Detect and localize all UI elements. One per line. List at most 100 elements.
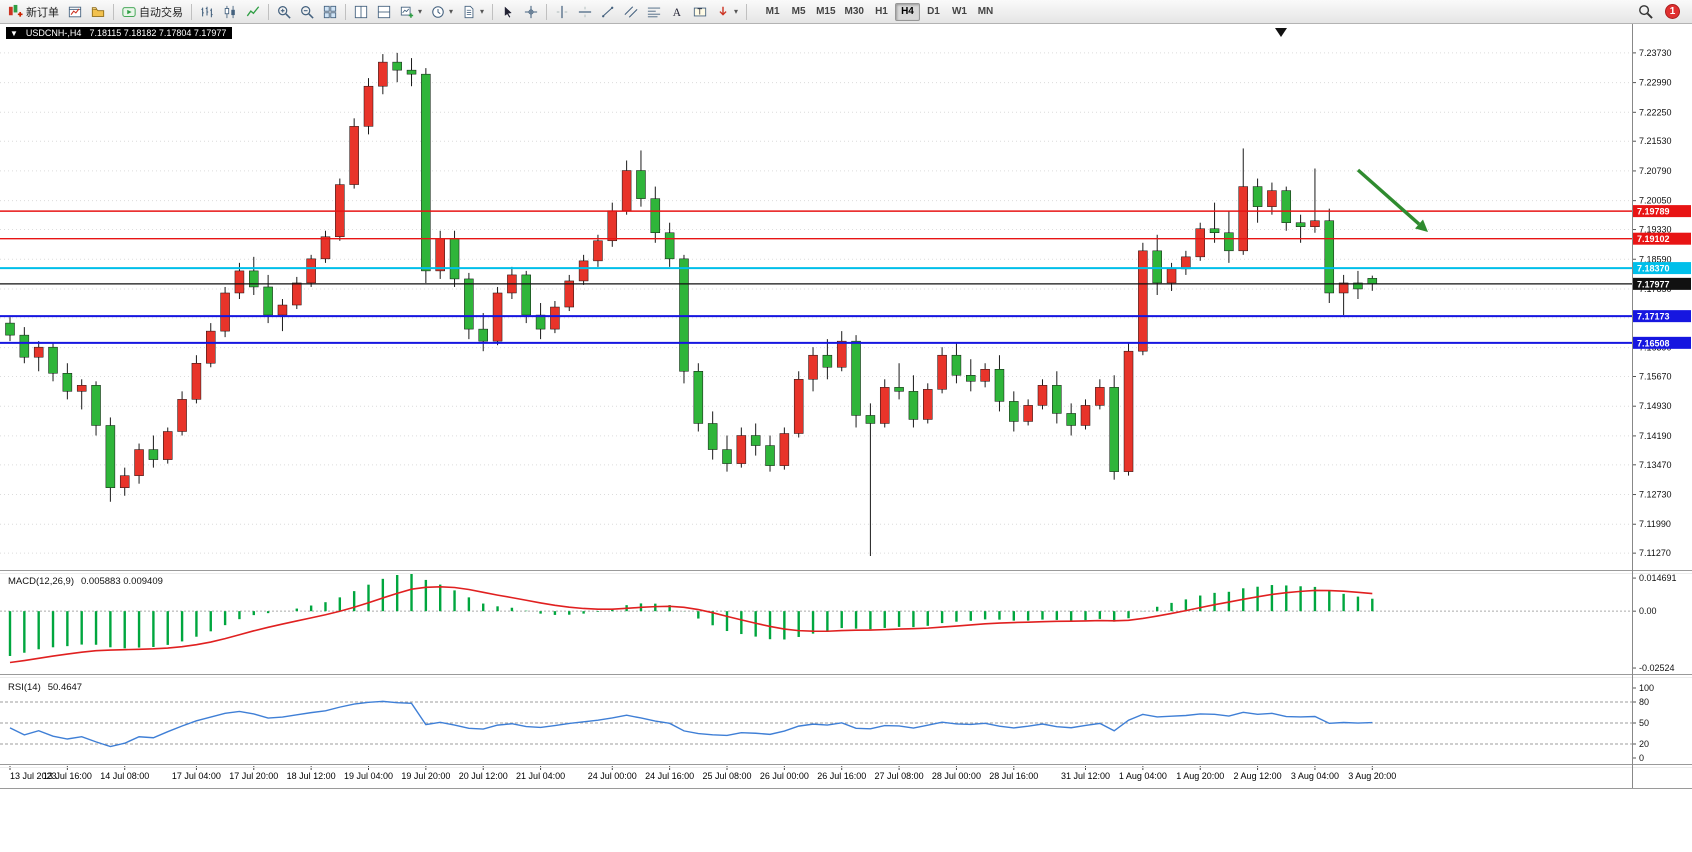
new-chart-icon (400, 5, 414, 19)
macd-name: MACD(12,26,9) (8, 576, 74, 587)
candle-body (320, 236, 331, 260)
autotrading-button[interactable]: 自动交易 (118, 2, 187, 22)
new-order-label: 新订单 (26, 6, 59, 19)
chart-collapse-icon[interactable]: ▼ (10, 28, 18, 38)
horizontal-line-button[interactable] (574, 2, 596, 22)
arrow-annotation[interactable] (1356, 168, 1428, 232)
periods-button[interactable]: ▾ (427, 2, 457, 22)
crosshair-button[interactable] (520, 2, 542, 22)
price-axis-label: 7.14930 (1639, 401, 1672, 411)
candle-body (722, 449, 732, 464)
arrange-right-button[interactable] (373, 2, 395, 22)
timeframe-mn-button[interactable]: MN (977, 6, 994, 17)
timeframe-d1-button[interactable]: D1 (927, 6, 940, 17)
charts-button[interactable] (64, 2, 86, 22)
time-axis-label: 3 Aug 04:00 (1291, 771, 1339, 781)
arrow-head (1415, 219, 1428, 232)
candle-body (435, 238, 445, 272)
candle-body (650, 198, 661, 234)
cursor-button[interactable] (497, 2, 519, 22)
candle-body (19, 334, 30, 358)
candle-body (177, 399, 187, 432)
time-axis-label: 24 Jul 16:00 (645, 771, 694, 781)
candle-body (292, 282, 302, 306)
candle-body (994, 369, 1005, 402)
arrange-left-button[interactable] (350, 2, 372, 22)
price-tag (1633, 277, 1691, 290)
timeframe-h4-button[interactable]: H4 (894, 2, 920, 21)
time-axis-label: 14 Jul 08:00 (100, 771, 149, 781)
candle-body (951, 354, 962, 376)
candle-body (664, 232, 675, 260)
timeframe-m1-button[interactable]: M1 (765, 6, 780, 17)
candle-body (1023, 405, 1033, 422)
svg-text:A: A (673, 6, 682, 18)
periods-icon (431, 5, 445, 19)
tile-windows-icon (323, 5, 337, 19)
chart-line-button[interactable] (242, 2, 264, 22)
candle-body (1195, 228, 1205, 258)
time-axis-label: 19 Jul 20:00 (401, 771, 450, 781)
candle-body (206, 330, 216, 364)
arrange-right-icon (377, 5, 391, 19)
search-button[interactable] (1634, 2, 1657, 22)
candle-body (105, 425, 116, 488)
vertical-line-button[interactable] (551, 2, 573, 22)
zoom-in-button[interactable] (273, 2, 295, 22)
candle-body (535, 314, 546, 330)
notification-badge[interactable]: 1 (1665, 4, 1680, 19)
object-marker-triangle[interactable] (1275, 28, 1287, 37)
arrows-button[interactable]: ▾ (712, 2, 742, 22)
candle-body (765, 445, 775, 466)
time-axis-label: 17 Jul 20:00 (229, 771, 278, 781)
chart-title-bar: ▼ USDCNH-,H4 7.18115 7.18182 7.17804 7.1… (6, 27, 233, 39)
time-axis-label: 3 Aug 20:00 (1348, 771, 1396, 781)
trendline-button[interactable] (597, 2, 619, 22)
templates-button[interactable]: ▾ (458, 2, 488, 22)
candle-body (1295, 222, 1306, 227)
toolbar-separator (191, 3, 192, 20)
horizontal-line-icon (578, 5, 592, 19)
candle-body (808, 354, 818, 380)
equidistant-channel-button[interactable] (620, 2, 642, 22)
chart-ohlc-readout: 7.18115 7.18182 7.17804 7.17977 (89, 28, 227, 38)
fibonacci-button[interactable] (643, 2, 665, 22)
tile-windows-button[interactable] (319, 2, 341, 22)
profiles-button[interactable] (87, 2, 109, 22)
time-axis-label: 18 Jul 12:00 (287, 771, 336, 781)
toolbar-separator (268, 3, 269, 20)
price-tag-label: 7.16508 (1637, 338, 1670, 348)
time-axis-label: 17 Jul 04:00 (172, 771, 221, 781)
text-label-button[interactable]: T (689, 2, 711, 22)
price-axis-label: 7.20790 (1639, 166, 1672, 176)
timeframe-w1-button[interactable]: W1 (951, 6, 967, 17)
main-toolbar: 新订单 自动交易 ▾ ▾ ▾ A T ▾ M1 M5 M15 M30 H1 H4 D1 W1 MN 1 (0, 0, 1692, 24)
candle-body (1095, 387, 1105, 406)
time-axis-label: 25 Jul 08:00 (702, 771, 751, 781)
candles-layer (5, 52, 1378, 556)
arrows-icon (716, 5, 730, 19)
candle-body (564, 280, 575, 308)
timeframe-m15-button[interactable]: M15 (816, 6, 836, 17)
chart-candles-button[interactable] (219, 2, 241, 22)
candle-body (550, 306, 560, 330)
candle-body (478, 328, 488, 342)
timeframe-m5-button[interactable]: M5 (791, 6, 806, 17)
candle-body (1009, 401, 1019, 422)
timeframe-m30-button[interactable]: M30 (844, 6, 864, 17)
chart-bars-button[interactable] (196, 2, 218, 22)
candle-body (449, 238, 460, 280)
new-chart-button[interactable]: ▾ (396, 2, 426, 22)
macd-indicator-label: MACD(12,26,9) 0.005883 0.009409 (8, 576, 163, 587)
zoom-out-button[interactable] (296, 2, 318, 22)
templates-icon (462, 5, 476, 19)
timeframe-h1-button[interactable]: H1 (875, 6, 888, 17)
text-button[interactable]: A (666, 2, 688, 22)
candle-body (908, 391, 919, 420)
rsi-axis-label: 20 (1639, 739, 1649, 749)
price-axis-label: 7.21530 (1639, 136, 1672, 146)
new-order-button[interactable]: 新订单 (4, 2, 63, 22)
text-icon: A (670, 5, 684, 19)
